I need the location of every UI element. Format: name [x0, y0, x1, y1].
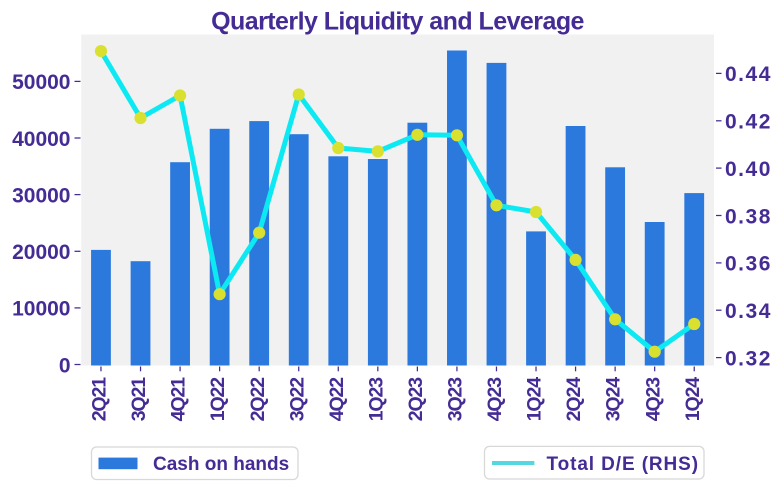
svg-text:3Q24: 3Q24 [603, 377, 625, 422]
svg-text:40000: 40000 [12, 128, 70, 151]
svg-text:0.44: 0.44 [725, 63, 772, 86]
svg-text:4Q21: 4Q21 [168, 377, 190, 422]
svg-text:2Q24: 2Q24 [563, 377, 585, 422]
svg-text:2Q23: 2Q23 [405, 377, 427, 422]
svg-text:0.32: 0.32 [725, 347, 772, 370]
svg-text:4Q23: 4Q23 [642, 377, 664, 422]
svg-text:50000: 50000 [12, 71, 70, 94]
svg-text:Quarterly Liquidity and Levera: Quarterly Liquidity and Leverage [211, 8, 584, 36]
svg-text:1Q22: 1Q22 [207, 377, 229, 422]
svg-text:3Q23: 3Q23 [445, 377, 467, 422]
svg-text:4Q22: 4Q22 [326, 377, 348, 422]
svg-text:Total D/E (RHS): Total D/E (RHS) [547, 454, 699, 475]
svg-text:20000: 20000 [12, 241, 70, 264]
svg-text:1Q23: 1Q23 [365, 377, 387, 422]
svg-text:0.42: 0.42 [725, 111, 772, 134]
svg-text:3Q22: 3Q22 [286, 377, 308, 422]
svg-text:3Q21: 3Q21 [128, 377, 150, 422]
svg-text:Cash on hands: Cash on hands [153, 454, 289, 475]
svg-text:10000: 10000 [12, 298, 70, 321]
svg-text:0.34: 0.34 [725, 300, 772, 323]
svg-text:0.40: 0.40 [725, 158, 772, 181]
svg-text:1Q24: 1Q24 [682, 377, 704, 422]
svg-text:0: 0 [59, 354, 71, 377]
svg-text:4Q23: 4Q23 [484, 377, 506, 422]
svg-text:2Q21: 2Q21 [89, 377, 111, 422]
svg-text:30000: 30000 [12, 184, 70, 207]
svg-text:0.36: 0.36 [725, 253, 772, 276]
svg-text:1Q24: 1Q24 [524, 377, 546, 422]
svg-text:0.38: 0.38 [725, 205, 772, 228]
svg-text:2Q22: 2Q22 [247, 377, 269, 422]
